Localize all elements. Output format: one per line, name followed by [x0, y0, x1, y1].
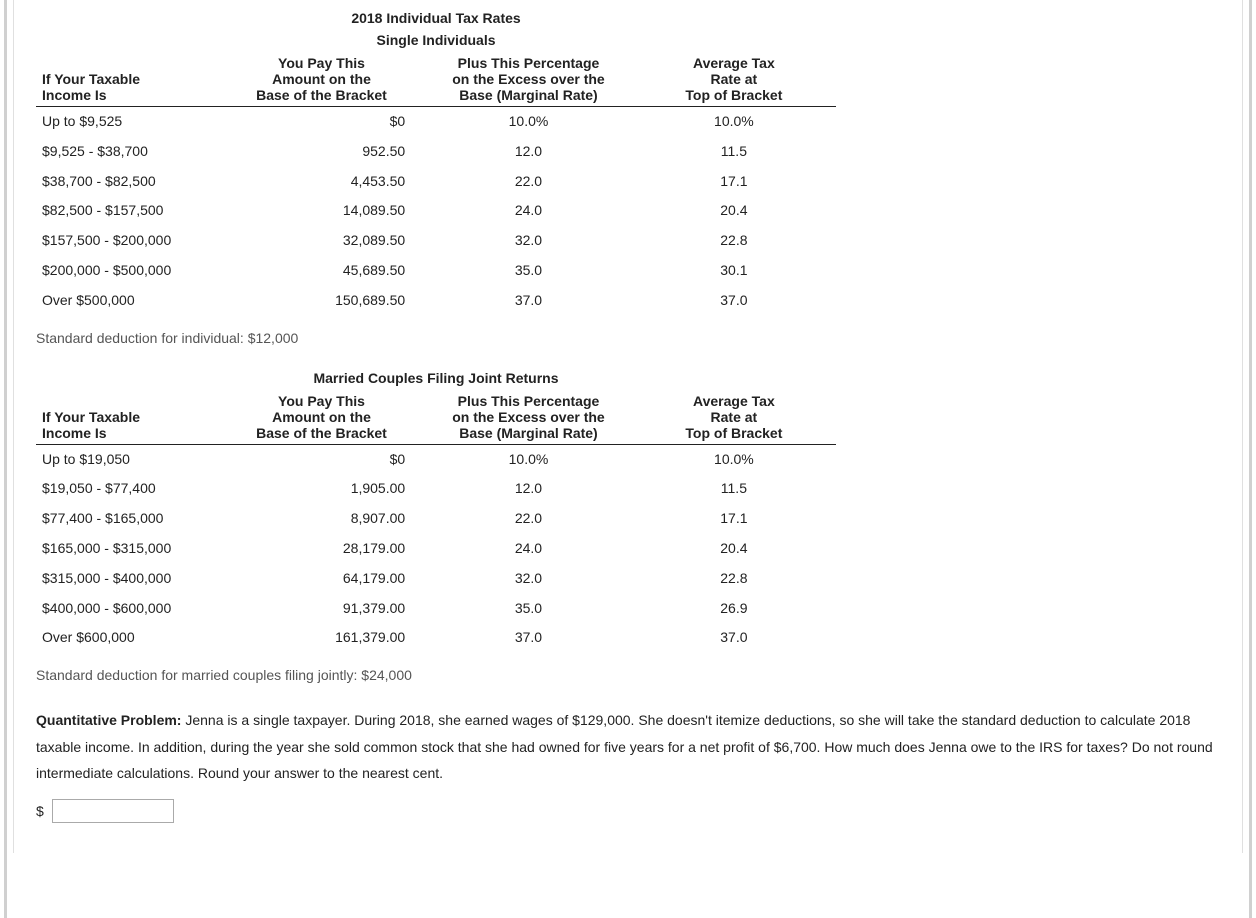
table-cell: 10.0% — [632, 444, 836, 474]
table-cell: 30.1 — [632, 256, 836, 286]
table-row: Up to $9,525$010.0%10.0% — [36, 107, 836, 137]
section1-table: If Your Taxable Income Is You Pay This A… — [36, 52, 836, 316]
header-marginal: Plus This Percentage on the Excess over … — [425, 390, 632, 445]
table-cell: 32.0 — [425, 226, 632, 256]
table-cell: 35.0 — [425, 256, 632, 286]
problem-label: Quantitative Problem: — [36, 712, 181, 728]
table-row: $19,050 - $77,4001,905.0012.011.5 — [36, 474, 836, 504]
table-cell: 11.5 — [632, 474, 836, 504]
section2-table: If Your Taxable Income Is You Pay This A… — [36, 390, 836, 654]
table-cell: 4,453.50 — [232, 167, 425, 197]
table-cell: 1,905.00 — [232, 474, 425, 504]
table-cell: $0 — [232, 107, 425, 137]
table-cell: Up to $9,525 — [36, 107, 232, 137]
table-cell: 22.0 — [425, 504, 632, 534]
table-cell: $315,000 - $400,000 — [36, 564, 232, 594]
table-row: $38,700 - $82,5004,453.5022.017.1 — [36, 167, 836, 197]
problem-body: Jenna is a single taxpayer. During 2018,… — [36, 712, 1213, 781]
table-cell: Up to $19,050 — [36, 444, 232, 474]
table-cell: 12.0 — [425, 474, 632, 504]
table-cell: 28,179.00 — [232, 534, 425, 564]
table-row: Up to $19,050$010.0%10.0% — [36, 444, 836, 474]
header-base: You Pay This Amount on the Base of the B… — [232, 52, 425, 107]
table-cell: 22.8 — [632, 564, 836, 594]
section1-tbody: Up to $9,525$010.0%10.0%$9,525 - $38,700… — [36, 107, 836, 316]
table-cell: 24.0 — [425, 196, 632, 226]
table-cell: $157,500 - $200,000 — [36, 226, 232, 256]
table-row: $165,000 - $315,00028,179.0024.020.4 — [36, 534, 836, 564]
currency-symbol: $ — [36, 803, 44, 819]
problem-text: Quantitative Problem: Jenna is a single … — [36, 707, 1220, 787]
table-cell: 35.0 — [425, 594, 632, 624]
section1-subtitle: Single Individuals — [36, 32, 836, 48]
table-cell: 32.0 — [425, 564, 632, 594]
table-cell: 20.4 — [632, 534, 836, 564]
table-row: $400,000 - $600,00091,379.0035.026.9 — [36, 594, 836, 624]
header-avg: Average Tax Rate at Top of Bracket — [632, 52, 836, 107]
section1-note: Standard deduction for individual: $12,0… — [36, 330, 1220, 346]
frame-inner: 2018 Individual Tax Rates Single Individ… — [13, 0, 1243, 853]
table-cell: $0 — [232, 444, 425, 474]
table-cell: 91,379.00 — [232, 594, 425, 624]
answer-input[interactable] — [52, 799, 174, 823]
table-header-row: If Your Taxable Income Is You Pay This A… — [36, 390, 836, 445]
table-cell: 37.0 — [425, 286, 632, 316]
table-cell: $19,050 - $77,400 — [36, 474, 232, 504]
table-row: Over $500,000150,689.5037.037.0 — [36, 286, 836, 316]
table-cell: 17.1 — [632, 167, 836, 197]
table-cell: 26.9 — [632, 594, 836, 624]
table-cell: $400,000 - $600,000 — [36, 594, 232, 624]
table-cell: 10.0% — [425, 444, 632, 474]
table-cell: $165,000 - $315,000 — [36, 534, 232, 564]
table-row: $77,400 - $165,0008,907.0022.017.1 — [36, 504, 836, 534]
table-header-row: If Your Taxable Income Is You Pay This A… — [36, 52, 836, 107]
table-cell: 10.0% — [425, 107, 632, 137]
table-cell: $200,000 - $500,000 — [36, 256, 232, 286]
header-income: If Your Taxable Income Is — [36, 390, 232, 445]
table-cell: 14,089.50 — [232, 196, 425, 226]
header-avg: Average Tax Rate at Top of Bracket — [632, 390, 836, 445]
table-cell: 37.0 — [632, 286, 836, 316]
table-cell: 161,379.00 — [232, 623, 425, 653]
section2-subtitle: Married Couples Filing Joint Returns — [36, 370, 836, 386]
frame-outer: 2018 Individual Tax Rates Single Individ… — [4, 0, 1252, 918]
main-title: 2018 Individual Tax Rates — [36, 10, 836, 26]
table-row: Over $600,000161,379.0037.037.0 — [36, 623, 836, 653]
table-cell: 64,179.00 — [232, 564, 425, 594]
answer-row: $ — [36, 799, 1220, 823]
table-cell: Over $600,000 — [36, 623, 232, 653]
table-row: $82,500 - $157,50014,089.5024.020.4 — [36, 196, 836, 226]
table-cell: 10.0% — [632, 107, 836, 137]
section2-note: Standard deduction for married couples f… — [36, 667, 1220, 683]
table-cell: $82,500 - $157,500 — [36, 196, 232, 226]
table-cell: 17.1 — [632, 504, 836, 534]
section2-tbody: Up to $19,050$010.0%10.0%$19,050 - $77,4… — [36, 444, 836, 653]
table-cell: $9,525 - $38,700 — [36, 137, 232, 167]
header-base: You Pay This Amount on the Base of the B… — [232, 390, 425, 445]
table-cell: $77,400 - $165,000 — [36, 504, 232, 534]
table-cell: Over $500,000 — [36, 286, 232, 316]
table-row: $315,000 - $400,00064,179.0032.022.8 — [36, 564, 836, 594]
table-cell: $38,700 - $82,500 — [36, 167, 232, 197]
table-cell: 37.0 — [425, 623, 632, 653]
table-cell: 22.0 — [425, 167, 632, 197]
table-row: $157,500 - $200,00032,089.5032.022.8 — [36, 226, 836, 256]
table-cell: 8,907.00 — [232, 504, 425, 534]
header-marginal: Plus This Percentage on the Excess over … — [425, 52, 632, 107]
table-cell: 22.8 — [632, 226, 836, 256]
table-cell: 20.4 — [632, 196, 836, 226]
table-cell: 45,689.50 — [232, 256, 425, 286]
table-cell: 37.0 — [632, 623, 836, 653]
table-cell: 11.5 — [632, 137, 836, 167]
table-row: $9,525 - $38,700952.5012.011.5 — [36, 137, 836, 167]
table-row: $200,000 - $500,00045,689.5035.030.1 — [36, 256, 836, 286]
table-cell: 150,689.50 — [232, 286, 425, 316]
table-cell: 952.50 — [232, 137, 425, 167]
table-cell: 12.0 — [425, 137, 632, 167]
table-cell: 32,089.50 — [232, 226, 425, 256]
table-cell: 24.0 — [425, 534, 632, 564]
header-income: If Your Taxable Income Is — [36, 52, 232, 107]
